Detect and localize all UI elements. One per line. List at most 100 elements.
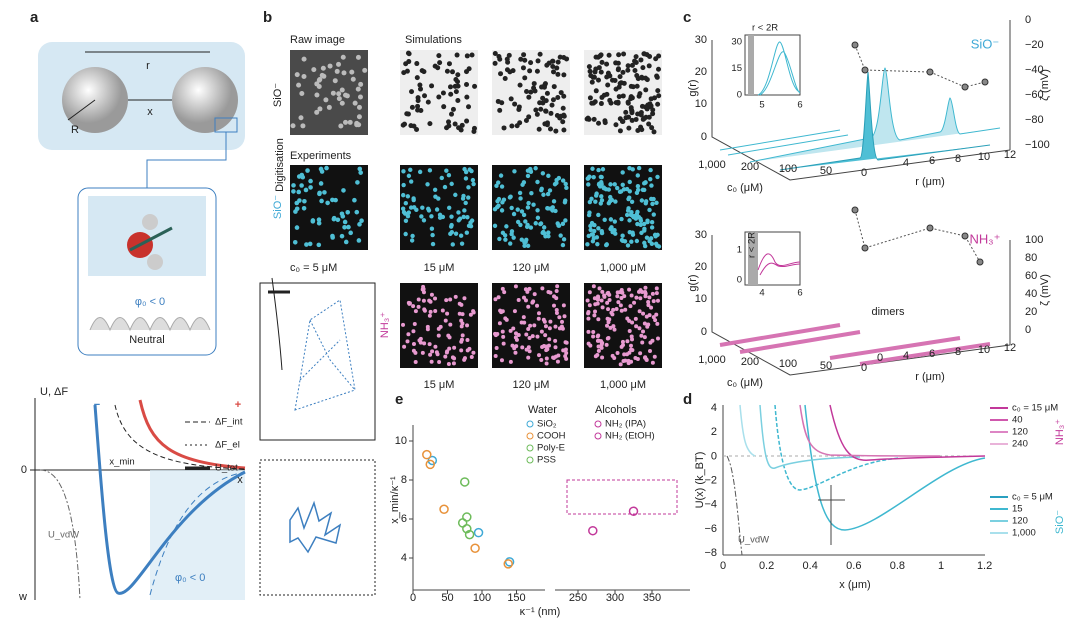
particle xyxy=(553,128,559,134)
particle xyxy=(459,337,464,342)
particle xyxy=(518,56,524,62)
particle xyxy=(421,298,426,303)
label: e xyxy=(395,391,403,408)
label: r < 2R xyxy=(747,232,758,258)
particle xyxy=(627,328,632,333)
label: 6 xyxy=(797,100,802,111)
particle xyxy=(316,77,322,83)
particle xyxy=(524,332,529,337)
particle xyxy=(459,241,465,246)
particle xyxy=(508,96,514,102)
inset-shade xyxy=(748,232,758,285)
particle xyxy=(645,219,650,225)
label: 100 xyxy=(1025,234,1043,246)
particle xyxy=(557,315,562,320)
particle xyxy=(605,323,610,328)
particle xyxy=(406,173,412,179)
particle xyxy=(526,94,532,100)
particle xyxy=(600,167,606,172)
particle xyxy=(359,218,364,223)
particle xyxy=(627,229,632,235)
particle xyxy=(589,100,595,106)
particle xyxy=(463,176,469,181)
particle xyxy=(455,72,461,78)
label: 120 xyxy=(1012,516,1028,527)
particle xyxy=(600,305,605,310)
label: r (μm) xyxy=(915,371,945,383)
label: dimers xyxy=(871,306,905,318)
particle xyxy=(526,355,531,360)
label: NH₂ (IPA) xyxy=(605,419,646,430)
particle xyxy=(656,93,662,99)
particle xyxy=(649,183,654,188)
particle xyxy=(612,182,617,187)
particle xyxy=(647,238,652,244)
particle xyxy=(625,63,631,69)
particle xyxy=(629,95,635,101)
particle xyxy=(623,358,628,363)
network xyxy=(294,299,356,411)
particle xyxy=(518,222,523,228)
particle xyxy=(307,241,313,247)
particle xyxy=(525,173,531,179)
particle xyxy=(340,54,346,60)
label: w xyxy=(18,591,27,603)
particle xyxy=(339,87,345,93)
label: x_min xyxy=(109,457,134,468)
label: 0 xyxy=(711,450,717,462)
particle xyxy=(650,111,656,117)
particle xyxy=(308,185,313,190)
particle xyxy=(541,225,547,230)
particle xyxy=(426,206,431,212)
particle xyxy=(516,106,522,112)
particle xyxy=(638,124,644,130)
particle xyxy=(592,222,597,228)
particle xyxy=(425,327,430,332)
particle xyxy=(345,209,351,215)
particle xyxy=(536,316,541,321)
particle xyxy=(543,333,548,338)
particle xyxy=(604,91,610,97)
label: 4 xyxy=(711,402,717,414)
label: 30 xyxy=(731,37,742,48)
particle xyxy=(499,100,505,106)
particle xyxy=(653,56,659,62)
particle xyxy=(586,233,591,239)
particle xyxy=(453,294,458,299)
particle xyxy=(593,302,598,307)
particle xyxy=(500,200,505,205)
particle xyxy=(514,344,519,349)
particle xyxy=(629,117,635,123)
particle xyxy=(533,107,539,113)
particle xyxy=(444,68,450,74)
particle xyxy=(548,319,553,324)
particle xyxy=(531,81,537,87)
particle xyxy=(515,207,520,212)
particle xyxy=(354,209,360,215)
particle xyxy=(308,178,313,184)
particle xyxy=(405,214,411,219)
particle xyxy=(540,95,546,101)
particle xyxy=(433,308,438,313)
particle xyxy=(299,91,305,97)
particle xyxy=(470,177,476,183)
particle xyxy=(502,76,508,82)
label: Raw image xyxy=(290,34,345,46)
particle xyxy=(622,294,627,299)
label: U, ΔF xyxy=(40,386,68,398)
particle xyxy=(415,107,421,113)
particle xyxy=(619,296,624,301)
particle xyxy=(493,297,498,302)
particle xyxy=(520,182,525,187)
particle xyxy=(608,325,613,330)
particle xyxy=(586,329,591,334)
particle xyxy=(605,82,611,88)
particle xyxy=(430,349,435,354)
particle xyxy=(587,303,592,308)
label: 6 xyxy=(929,348,935,360)
label: Neutral xyxy=(129,334,164,346)
particle xyxy=(417,82,423,88)
particle xyxy=(296,82,302,88)
particle xyxy=(521,212,527,218)
label: 6 xyxy=(797,288,802,299)
